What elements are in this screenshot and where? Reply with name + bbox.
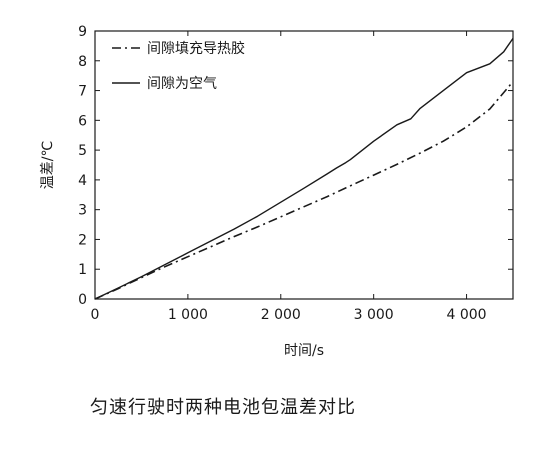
axis-ticks: 0 1 000 2 000 3 000 4 000 0 1 2 3 4 5 6 7 8 9 (78, 24, 513, 323)
x-tick-label: 3 000 (354, 307, 394, 323)
x-tick-label: 1 000 (168, 307, 208, 323)
series-layer (94, 38, 514, 300)
legend: 间隙填充导热胶 间隙为空气 (112, 40, 245, 92)
series-line-1 (94, 81, 514, 300)
y-axis-label: 温差/℃ (40, 141, 56, 189)
y-tick-label: 4 (78, 173, 87, 189)
figure-caption: 匀速行驶时两种电池包温差对比 (90, 397, 356, 418)
series-line-2 (94, 38, 514, 300)
y-tick-label: 5 (78, 143, 87, 159)
x-tick-label: 4 000 (447, 307, 487, 323)
y-tick-label: 6 (78, 113, 87, 129)
x-tick-label: 0 (91, 307, 100, 323)
legend-label-series-2: 间隙为空气 (147, 76, 217, 92)
y-tick-label: 9 (78, 24, 87, 40)
y-tick-label: 8 (78, 54, 87, 70)
y-tick-label: 1 (78, 262, 87, 278)
plot-frame (94, 30, 514, 300)
x-axis-label: 时间/s (284, 343, 324, 359)
y-tick-label: 7 (78, 84, 87, 100)
y-tick-label: 2 (78, 232, 87, 248)
y-tick-label: 3 (78, 203, 87, 219)
y-tick-label: 0 (78, 292, 87, 308)
legend-label-series-1: 间隙填充导热胶 (147, 40, 245, 57)
x-tick-label: 2 000 (261, 307, 301, 323)
